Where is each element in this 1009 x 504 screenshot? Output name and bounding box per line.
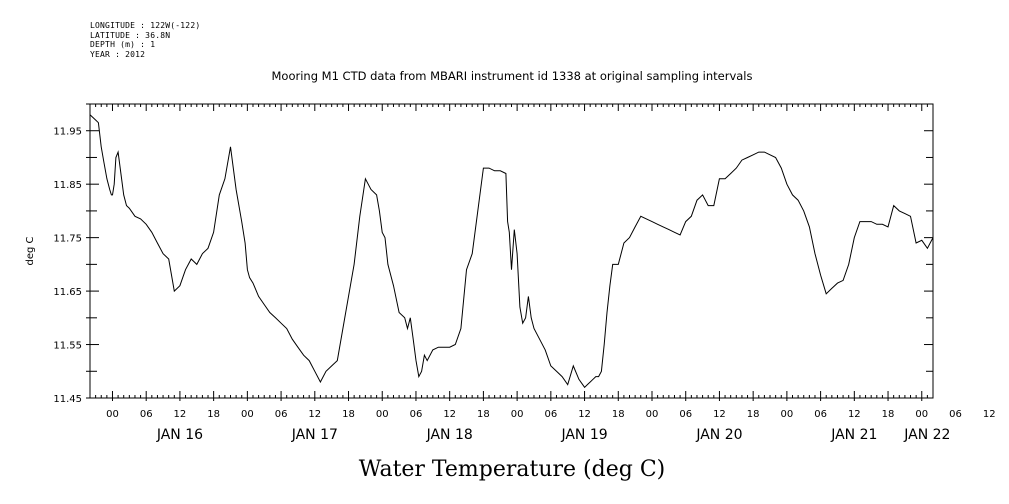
x-tick-label: 00 [915, 409, 928, 420]
year-label: YEAR : 2012 [90, 49, 146, 59]
longitude-label: LONGITUDE : 122W(-122) [90, 21, 201, 30]
x-tick-label: 00 [241, 409, 254, 420]
x-tick-label: 12 [848, 409, 861, 420]
x-tick-label: 12 [174, 409, 187, 420]
day-label: JAN 20 [695, 427, 742, 443]
x-tick-label: 00 [511, 409, 524, 420]
x-tick-label: 00 [646, 409, 659, 420]
x-tick-label: 12 [983, 409, 996, 420]
y-tick-labels: 11.45 11.55 11.65 11.75 11.85 11.95 [53, 127, 82, 405]
y-tick-label: 11.45 [53, 394, 82, 405]
x-tick-label: 12 [443, 409, 456, 420]
day-label: JAN 21 [830, 427, 877, 443]
day-label: JAN 18 [426, 427, 473, 443]
depth-label: DEPTH (m) : 1 [90, 40, 156, 49]
x-tick-label: 18 [612, 409, 625, 420]
x-tick-labels: 00 06 12 18 00 06 12 18 00 06 12 18 00 06 12 18 00 06 12 18… [106, 409, 995, 420]
day-label: JAN 17 [291, 427, 338, 443]
x-tick-label: 18 [207, 409, 220, 420]
tick-marks [86, 103, 934, 401]
chart-title: Mooring M1 CTD data from MBARI instrumen… [272, 69, 753, 83]
x-tick-label: 00 [376, 409, 389, 420]
x-tick-label: 18 [882, 409, 895, 420]
y-tick-label: 11.75 [53, 234, 82, 245]
y-tick-label: 11.85 [53, 180, 82, 191]
x-tick-label: 06 [949, 409, 962, 420]
y-tick-label: 11.65 [53, 287, 82, 298]
x-tick-label: 12 [308, 409, 321, 420]
x-tick-label: 06 [140, 409, 153, 420]
day-labels: JAN 16 JAN 17 JAN 18 JAN 19 JAN 20 JAN 21 JAN … [156, 427, 951, 443]
x-tick-label: 18 [477, 409, 490, 420]
x-tick-label: 06 [814, 409, 827, 420]
plot-frame [89, 103, 934, 399]
x-tick-label: 00 [781, 409, 794, 420]
y-axis-label: deg C [25, 236, 36, 265]
day-label: JAN 19 [560, 427, 607, 443]
x-tick-label: 12 [713, 409, 726, 420]
x-tick-label: 18 [747, 409, 760, 420]
latitude-label: LATITUDE : 36.8N [90, 30, 171, 40]
x-tick-label: 12 [578, 409, 591, 420]
y-tick-label: 11.95 [53, 127, 82, 138]
x-tick-label: 18 [342, 409, 355, 420]
x-axis-title: Water Temperature (deg C) [359, 457, 666, 482]
x-tick-label: 06 [275, 409, 288, 420]
day-label: JAN 22 [903, 427, 950, 443]
y-tick-label: 11.55 [53, 341, 82, 352]
day-label: JAN 16 [156, 427, 203, 443]
series-line [89, 114, 934, 389]
x-tick-label: 00 [106, 409, 119, 420]
x-tick-label: 06 [544, 409, 557, 420]
x-tick-label: 06 [410, 409, 423, 420]
metadata-block: LONGITUDE : 122W(-122) LATITUDE : 36.8N … [90, 21, 200, 59]
x-tick-label: 06 [679, 409, 692, 420]
